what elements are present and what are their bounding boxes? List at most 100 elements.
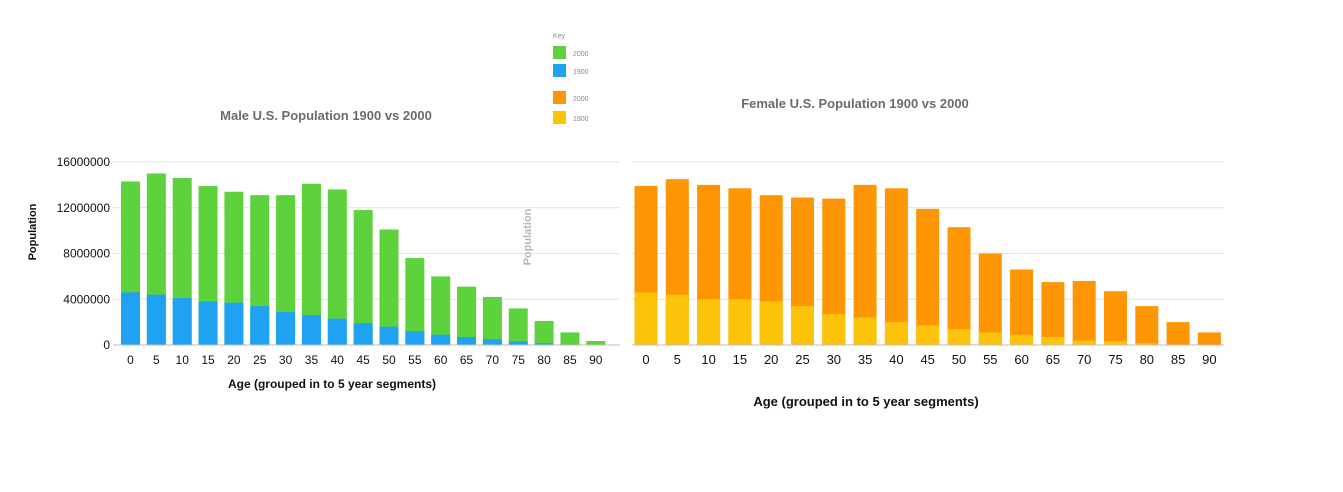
male-y-tick-label: 4000000	[63, 292, 110, 306]
female-bar-1900	[728, 299, 752, 345]
female-x-tick-label: 30	[827, 352, 841, 367]
female-bar-2000	[1135, 306, 1159, 345]
male-x-tick-label: 15	[201, 353, 215, 367]
legend-swatch-female-1900	[553, 111, 566, 124]
female-bar-2000	[916, 208, 940, 345]
male-bars	[121, 173, 606, 345]
male-xticks: 0 5 10 15 20 25 30 35 40 45 50 55 60 65 70 75 80 85 90	[127, 353, 603, 367]
male-x-tick-label: 65	[460, 353, 474, 367]
female-bar-1900	[853, 317, 877, 345]
male-bar-1900	[353, 323, 373, 345]
female-x-axis-label: Age (grouped in to 5 year segments)	[753, 394, 978, 409]
male-bar-1900	[250, 306, 270, 345]
male-y-tick-label: 12000000	[57, 201, 111, 215]
female-x-tick-label: 20	[764, 352, 778, 367]
male-bar-1900	[405, 331, 425, 345]
male-x-tick-label: 85	[563, 353, 577, 367]
male-bar-2000	[508, 308, 528, 345]
male-x-tick-label: 50	[382, 353, 396, 367]
female-bar-1900	[791, 306, 814, 345]
male-bar-1900	[172, 298, 192, 345]
female-bar-1900	[697, 299, 721, 345]
female-x-tick-label: 5	[674, 352, 681, 367]
female-bar-1900	[822, 314, 846, 345]
male-bar-1900	[327, 318, 347, 345]
male-bar-2000	[586, 340, 606, 345]
male-bar-2000	[327, 189, 347, 345]
female-bar-2000	[1104, 291, 1127, 345]
female-bar-1900	[665, 294, 689, 345]
male-y-tick-label: 16000000	[57, 155, 111, 169]
male-x-tick-label: 10	[176, 353, 190, 367]
female-x-tick-label: 90	[1202, 352, 1216, 367]
male-y-tick-label: 0	[103, 338, 110, 352]
male-x-tick-label: 45	[356, 353, 370, 367]
male-bar-2000	[534, 320, 554, 345]
male-x-tick-label: 25	[253, 353, 267, 367]
legend: Key 2000 1900 2000 1900	[553, 33, 589, 124]
male-x-axis-label: Age (grouped in to 5 year segments)	[228, 377, 436, 391]
male-bar-2000	[379, 229, 399, 345]
male-x-tick-label: 20	[227, 353, 241, 367]
male-y-axis-label: Population	[27, 203, 39, 260]
legend-swatch-male-1900	[553, 64, 566, 77]
male-bar-1900	[379, 326, 399, 345]
male-bar-2000	[353, 210, 373, 345]
female-x-tick-label: 40	[889, 352, 903, 367]
male-x-tick-label: 90	[589, 353, 603, 367]
male-yticks: 0 4000000 8000000 12000000 16000000	[57, 155, 111, 352]
male-bar-1900	[534, 343, 554, 345]
legend-swatch-female-2000	[553, 91, 566, 104]
female-bar-1900	[1135, 343, 1159, 345]
female-bar-1900	[759, 301, 783, 345]
female-bar-2000	[853, 184, 877, 345]
female-bar-1900	[1041, 336, 1065, 345]
male-x-tick-label: 70	[486, 353, 500, 367]
female-x-tick-label: 85	[1171, 352, 1185, 367]
female-x-tick-label: 75	[1108, 352, 1122, 367]
male-bar-1900	[482, 339, 502, 345]
female-bar-1900	[978, 332, 1002, 345]
male-bar-1900	[301, 315, 321, 345]
male-bar-1900	[431, 334, 451, 345]
male-x-tick-label: 5	[153, 353, 160, 367]
female-bars	[634, 179, 1221, 345]
male-bar-1900	[276, 311, 296, 345]
male-x-tick-label: 55	[408, 353, 422, 367]
female-bar-2000	[884, 188, 908, 345]
female-x-tick-label: 50	[952, 352, 966, 367]
male-bar-1900	[146, 294, 166, 345]
female-x-tick-label: 35	[858, 352, 872, 367]
female-bar-1900	[916, 325, 940, 345]
male-bar-1900	[508, 341, 528, 345]
female-bar-1900	[1104, 341, 1127, 345]
male-x-tick-label: 75	[512, 353, 526, 367]
female-bar-2000	[1010, 269, 1034, 345]
female-bar-2000	[822, 198, 846, 345]
legend-swatch-male-2000	[553, 46, 566, 59]
male-chart-title: Male U.S. Population 1900 vs 2000	[220, 108, 432, 123]
female-bar-2000	[1197, 332, 1221, 345]
legend-label-male-2000: 2000	[573, 51, 589, 58]
legend-label-female-2000: 2000	[573, 96, 589, 103]
legend-label-female-1900: 1900	[573, 116, 589, 123]
male-bar-2000	[457, 286, 477, 345]
male-bar-2000	[560, 332, 580, 345]
female-x-tick-label: 0	[642, 352, 649, 367]
female-bar-1900	[884, 322, 908, 345]
legend-title: Key	[553, 33, 566, 40]
female-bar-1900	[1072, 340, 1096, 345]
male-x-tick-label: 40	[331, 353, 345, 367]
female-bar-2000	[1166, 322, 1190, 345]
female-bar-1900	[634, 292, 658, 345]
female-bar-2000	[1072, 280, 1096, 345]
male-x-tick-label: 60	[434, 353, 448, 367]
male-bar-1900	[198, 301, 218, 345]
male-bar-1900	[224, 302, 244, 345]
female-bar-2000	[978, 253, 1002, 345]
male-bar-2000	[482, 296, 502, 345]
male-bar-1900	[121, 292, 140, 345]
legend-label-male-1900: 1900	[573, 69, 589, 76]
male-y-tick-label: 8000000	[63, 247, 110, 261]
female-x-tick-label: 45	[920, 352, 934, 367]
